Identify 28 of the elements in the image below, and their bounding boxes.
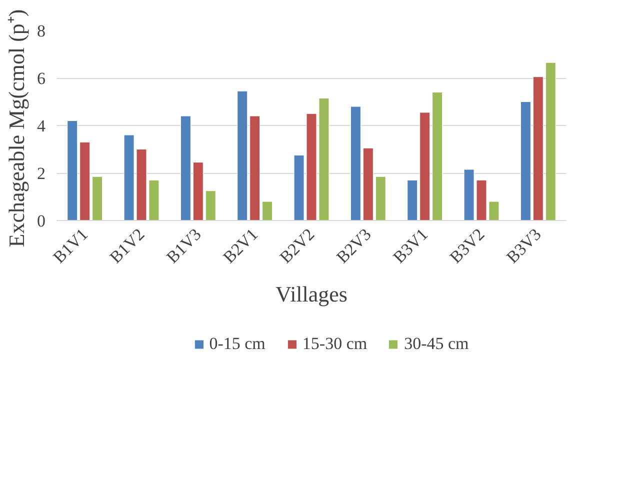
y-tick-label: 2 [37,164,46,183]
bar [250,116,260,220]
bar [180,116,191,220]
x-axis-title: Villages [276,282,348,307]
bar [375,176,386,220]
legend-label: 15-30 cm [302,334,368,354]
bar [80,142,90,220]
bar [362,148,374,220]
y-tick-label: 8 [37,22,46,40]
bar [350,106,361,220]
bar [545,62,556,220]
bar [92,176,103,220]
bar [420,112,430,220]
bar [192,162,204,220]
bar [532,76,544,220]
bar [205,190,216,220]
legend-label: 30-45 cm [404,334,469,354]
bar [262,201,273,220]
y-tick-label: 4 [37,116,46,136]
y-tick-label: 0 [37,212,46,230]
y-axis-title: Exchageable Mg(cmol (p⁺) [4,9,29,248]
bar [432,92,443,220]
y-tick-label: 6 [37,69,46,88]
bar [520,102,531,220]
legend-label: 0-15 cm [209,334,266,354]
bar [237,90,248,220]
bar [67,120,78,220]
bar [407,180,418,220]
